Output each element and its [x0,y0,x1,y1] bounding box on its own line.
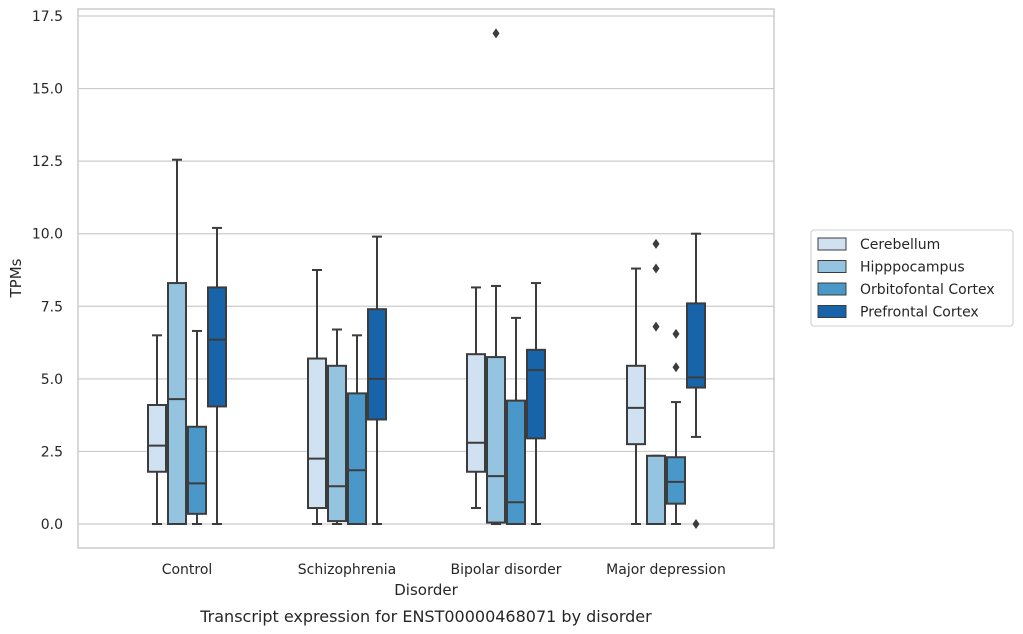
x-tick-labels: Control Schizophrenia Bipolar disorder Majo… [162,562,726,578]
y-tick-label: 10.0 [32,227,63,243]
box-marks [147,28,706,529]
box-body [686,302,706,389]
legend-label: Cerebellum [860,237,940,253]
box-body [327,364,347,523]
box-body [147,403,167,473]
box-body [506,399,526,525]
box-body [347,392,367,525]
y-tick-label: 2.5 [41,444,63,460]
box-orbitofontal-cortex [187,329,207,525]
box-hipppocampus [167,158,187,526]
box-cerebellum [626,267,646,525]
x-tick-label: Control [162,562,213,578]
chart-caption: Transcript expression for ENST0000046807… [199,607,652,626]
box-cerebellum [307,269,327,525]
box-cerebellum [466,286,486,510]
y-tick-label: 17.5 [32,9,63,25]
box-body [646,454,666,526]
box-body [367,308,387,421]
box-body [526,348,546,440]
y-tick-labels: 0.0 2.5 5.0 7.5 10.0 12.5 15.0 17.5 [32,9,63,533]
y-tick-label: 0.0 [41,517,63,533]
x-tick-label: Bipolar disorder [450,562,561,578]
box-body [466,353,486,473]
box-body [666,456,686,505]
y-tick-label: 15.0 [32,82,63,98]
legend-label: Orbitofontal Cortex [860,282,995,298]
y-tick-label: 7.5 [41,299,63,315]
legend-swatch [817,305,847,318]
y-tick-label: 12.5 [32,154,63,170]
outlier-point [652,321,660,332]
x-axis-label: Disorder [394,581,458,599]
box-cerebellum [147,334,167,525]
legend-label: Prefrontal Cortex [860,305,979,321]
box-orbitofontal-cortex [506,316,526,525]
box-body [307,357,327,510]
box-body [187,425,207,515]
y-axis-label: TPMs [7,258,25,298]
outlier-point [652,238,660,249]
legend-swatch [817,237,847,251]
x-tick-label: Major depression [606,562,726,578]
outlier-point [652,263,660,274]
box-hipppocampus [327,328,347,525]
outlier-point [672,362,680,373]
outlier-point [672,328,680,339]
box-prefrontal-cortex [526,282,546,525]
box-orbitofontal-cortex [347,334,367,525]
box-prefrontal-cortex [207,226,227,525]
box-body [167,282,187,526]
legend: Cerebellum Hipppocampus Orbitofontal Corte… [810,229,1014,327]
box-body [207,286,227,408]
box-hipppocampus [486,28,506,525]
x-tick-label: Schizophrenia [298,562,396,578]
box-hipppocampus [646,238,666,526]
outlier-point [492,28,500,39]
outlier-point [692,519,700,529]
legend-frame [810,229,1014,327]
box-body [626,364,646,446]
legend-label: Hipppocampus [860,260,965,276]
y-tick-label: 5.0 [41,372,63,388]
legend-swatch [817,260,847,273]
box-orbitofontal-cortex [666,328,686,525]
legend-swatch [817,282,847,296]
box-body [486,356,506,524]
box-prefrontal-cortex [686,232,706,529]
plot-area-frame [77,8,775,549]
box-prefrontal-cortex [367,235,387,525]
